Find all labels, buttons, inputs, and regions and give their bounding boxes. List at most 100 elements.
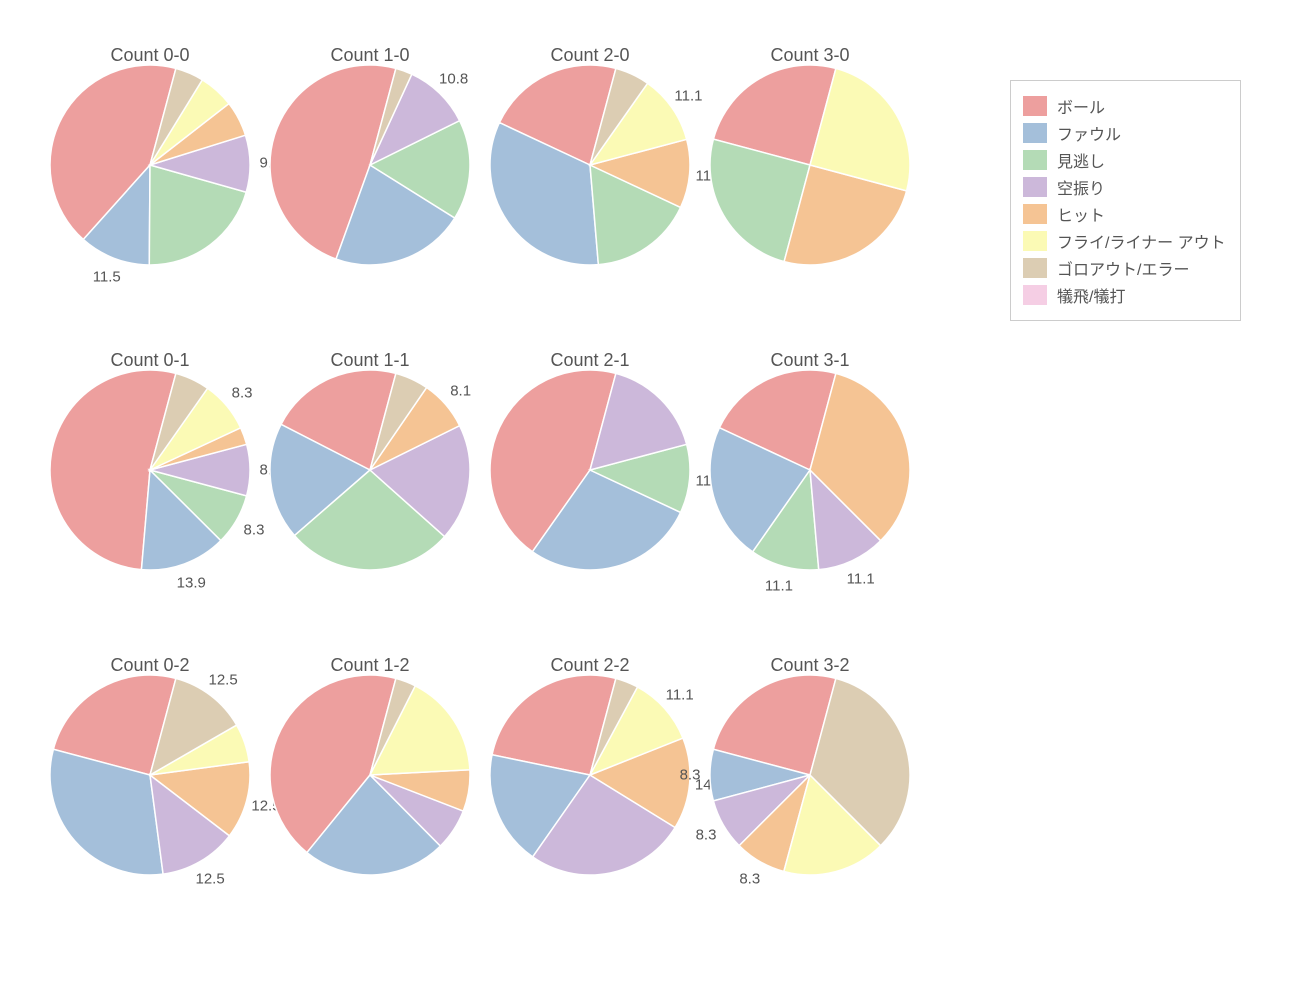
slice-label: 22.2 xyxy=(737,477,766,494)
slice-label: 8.1 xyxy=(450,383,471,400)
legend-row: 空振り xyxy=(1023,175,1226,199)
slice-label: 21.6 xyxy=(375,213,404,230)
slice-label: 48.6 xyxy=(298,139,327,156)
legend-row: ボール xyxy=(1023,94,1226,118)
legend-label: 犠飛/犠打 xyxy=(1057,283,1125,307)
pie-slice xyxy=(150,444,250,496)
pie-slice xyxy=(370,68,412,165)
pie-slice xyxy=(590,83,687,165)
legend-swatch xyxy=(1023,150,1047,170)
legend-row: 犠飛/犠打 xyxy=(1023,283,1226,307)
pie-slice xyxy=(150,135,250,192)
slice-label: 16.7 xyxy=(406,734,435,751)
legend-row: ヒット xyxy=(1023,202,1226,226)
legend-label: ボール xyxy=(1057,94,1105,118)
pie-slice xyxy=(141,470,220,570)
slice-label: 11.1 xyxy=(695,167,723,184)
pie-slice xyxy=(307,775,441,875)
pie-slice xyxy=(713,775,810,846)
legend-swatch xyxy=(1023,258,1047,278)
pie-slice xyxy=(590,68,648,165)
legend-label: ヒット xyxy=(1057,202,1105,226)
slice-label: 25.0 xyxy=(743,187,772,204)
pie-slice xyxy=(150,775,229,874)
slice-label: 25.0 xyxy=(765,715,794,732)
slice-label: 25.0 xyxy=(765,105,794,122)
legend-row: ゴロアウト/エラー xyxy=(1023,256,1226,280)
slice-label: 31.2 xyxy=(90,806,119,823)
slice-label: 43.3 xyxy=(302,739,331,756)
slice-label: 11.5 xyxy=(93,268,121,285)
slice-label: 11.1 xyxy=(847,570,875,587)
legend: ボールファウル見逃し空振りヒットフライ/ライナー アウトゴロアウト/エラー犠飛/… xyxy=(1010,80,1241,321)
pie-slice xyxy=(590,738,690,827)
slice-label: 8.3 xyxy=(739,870,760,887)
pie-slice xyxy=(490,755,590,857)
pie-slice xyxy=(370,388,460,470)
legend-swatch xyxy=(1023,177,1047,197)
slice-label: 33.3 xyxy=(853,751,882,768)
slice-label: 33.3 xyxy=(526,191,555,208)
chart-stage: ボールファウル見逃し空振りヒットフライ/ライナー アウトゴロアウト/エラー犠飛/… xyxy=(0,0,1300,1000)
slice-label: 12.5 xyxy=(208,671,237,688)
pie-title: Count 0-0 xyxy=(110,45,189,66)
slice-label: 22.2 xyxy=(550,102,579,119)
slice-label: 16.7 xyxy=(811,824,840,841)
pie-title: Count 2-1 xyxy=(550,350,629,371)
slice-label: 11.1 xyxy=(765,577,793,594)
legend-row: フライ/ライナー アウト xyxy=(1023,229,1226,253)
slice-label: 12.5 xyxy=(251,797,280,814)
slice-label: 27.8 xyxy=(591,519,620,536)
pie-slice xyxy=(590,139,690,207)
pie-slice xyxy=(150,388,241,470)
slice-label: 9.2 xyxy=(260,155,281,172)
slice-label: 8.3 xyxy=(232,385,253,402)
slice-label: 42.5 xyxy=(83,128,112,145)
slice-label: 22.2 xyxy=(770,407,799,424)
slice-label: 20.7 xyxy=(171,204,200,221)
legend-row: ファウル xyxy=(1023,121,1226,145)
pie-slice xyxy=(150,373,208,470)
slice-label: 12.5 xyxy=(195,870,224,887)
slice-label: 8.3 xyxy=(244,521,265,538)
legend-label: ゴロアウト/エラー xyxy=(1057,256,1189,280)
pie-slice xyxy=(590,678,637,775)
slice-label: 25.9 xyxy=(544,715,573,732)
pie-slice xyxy=(590,444,690,512)
pie-slice xyxy=(370,678,415,775)
pie-title: Count 3-0 xyxy=(770,45,849,66)
legend-label: 空振り xyxy=(1057,175,1105,199)
pie-slice xyxy=(150,470,247,541)
slice-label: 8.3 xyxy=(260,462,281,479)
slice-label: 18.9 xyxy=(296,469,325,486)
pie-slice xyxy=(83,165,150,265)
slice-label: 13.9 xyxy=(177,574,206,591)
slice-label: 44.4 xyxy=(521,436,550,453)
slice-label: 8.3 xyxy=(680,767,701,784)
slice-label: 18.9 xyxy=(415,470,444,487)
slice-label: 11.1 xyxy=(666,687,694,704)
pie-title: Count 1-2 xyxy=(330,655,409,676)
pie-slice xyxy=(370,770,470,811)
slice-label: 16.7 xyxy=(610,206,639,223)
pie-title: Count 3-2 xyxy=(770,655,849,676)
pie-slice xyxy=(150,104,245,165)
pie-title: Count 3-1 xyxy=(770,350,849,371)
slice-label: 25.0 xyxy=(105,715,134,732)
legend-label: ファウル xyxy=(1057,121,1121,145)
pie-slice xyxy=(150,762,250,836)
slice-label: 25.9 xyxy=(588,825,617,842)
pie-slice xyxy=(370,74,460,165)
slice-label: 8.3 xyxy=(696,826,717,843)
pie-slice xyxy=(370,686,470,775)
legend-swatch xyxy=(1023,231,1047,251)
pie-title: Count 1-0 xyxy=(330,45,409,66)
slice-label: 33.3 xyxy=(853,446,882,463)
legend-swatch xyxy=(1023,285,1047,305)
pie-title: Count 0-1 xyxy=(110,350,189,371)
legend-label: 見逃し xyxy=(1057,148,1105,172)
pie-slice xyxy=(739,775,810,872)
slice-label: 25.0 xyxy=(825,208,854,225)
pie-slice xyxy=(810,470,881,570)
legend-row: 見逃し xyxy=(1023,148,1226,172)
